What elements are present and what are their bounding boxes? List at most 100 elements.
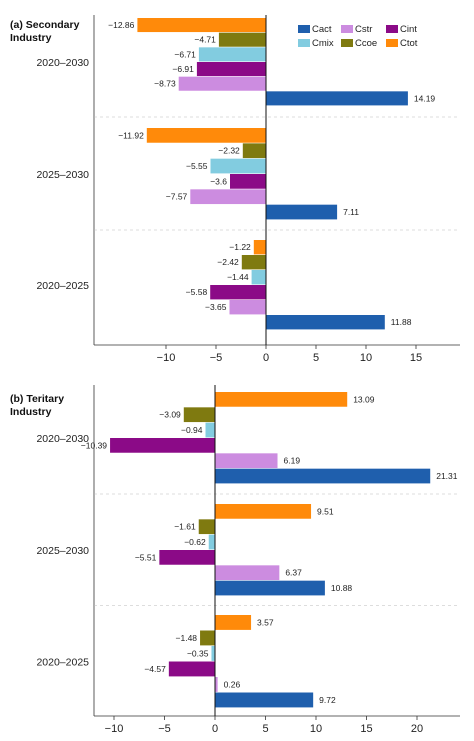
panel-b-bar-cint <box>110 438 215 453</box>
panel-a-bar-ctot <box>253 240 266 255</box>
panel-b-bar-cint <box>159 550 215 565</box>
panel-b-data-label: 10.88 <box>331 583 353 593</box>
panel-b-bar-cmix <box>211 646 215 661</box>
panel-a-data-label: 14.19 <box>414 93 436 103</box>
panel-a-title: (a) Secondary <box>10 19 80 31</box>
panel-a-bar-ctot <box>137 18 266 33</box>
legend-label-cstr: Cstr <box>355 24 372 35</box>
panel-a-bar-cact <box>266 91 408 106</box>
panel-b-data-label: 6.37 <box>285 568 302 578</box>
panel-a-bar-cstr <box>190 189 266 205</box>
panel-a-x-tick-label: 15 <box>410 352 422 364</box>
panel-a-bar-ccoe <box>218 32 266 47</box>
panel-a-category-label: 2020–2030 <box>36 57 89 69</box>
panel-b-bar-ctot <box>215 615 252 630</box>
panel-a-category-label: 2025–2030 <box>36 169 89 181</box>
panel-a-x-tick-label: 10 <box>360 352 372 364</box>
panel-a-data-label: −2.32 <box>218 146 240 156</box>
panel-b-title: Industry <box>10 406 52 418</box>
legend-label-cact: Cact <box>312 24 332 35</box>
panel-a-data-label: −4.71 <box>194 35 216 45</box>
panel-a-bar-ccoe <box>242 143 266 159</box>
panel-a-data-label: 11.88 <box>391 317 412 327</box>
panel-b-data-label: −0.35 <box>187 648 209 658</box>
panel-a-data-label: −7.57 <box>166 192 188 202</box>
panel-b-data-label: −0.62 <box>184 537 206 547</box>
panel-b-data-label: 6.19 <box>284 456 301 466</box>
panel-a-bar-cact <box>266 204 338 220</box>
panel-a-data-label: −1.22 <box>229 242 251 252</box>
panel-b-x-tick-label: −10 <box>105 723 124 735</box>
panel-b-data-label: −1.48 <box>176 633 198 643</box>
panel-b-x-tick-label: 5 <box>262 723 268 735</box>
panel-a-data-label: −8.73 <box>154 79 176 89</box>
panel-b-bar-ctot <box>215 392 348 407</box>
legend-swatch-cmix <box>298 39 310 47</box>
panel-b-data-label: −0.94 <box>181 425 203 435</box>
panel-b-data-label: 9.72 <box>319 695 336 705</box>
panel-b-data-label: 13.09 <box>353 394 375 404</box>
panel-b-bar-cstr <box>215 453 278 469</box>
panel-b-data-label: −5.51 <box>135 552 157 562</box>
panel-a-bar-cint <box>210 285 266 300</box>
panel-b-data-label: 21.31 <box>436 471 458 481</box>
panel-a-data-label: −3.6 <box>210 176 227 186</box>
legend-swatch-cstr <box>341 25 353 33</box>
panel-b-data-label: −4.57 <box>144 664 166 674</box>
panel-b-bar-ctot <box>215 504 312 519</box>
panel-a-data-label: −5.58 <box>186 287 208 297</box>
panel-b-data-label: −1.61 <box>174 522 196 532</box>
panel-a-data-label: 7.11 <box>343 207 359 217</box>
panel-b-bar-ccoe <box>198 519 215 535</box>
panel-a-bar-ctot <box>146 128 266 143</box>
panel-a-x-tick-label: −5 <box>210 352 223 364</box>
panel-a-bar-cact <box>266 315 385 330</box>
panel-b-bar-cact <box>215 692 314 708</box>
panel-b-x-tick-label: 10 <box>310 723 322 735</box>
panel-a-data-label: −2.42 <box>217 257 239 267</box>
panel-b-bar-cstr <box>215 677 218 692</box>
panel-a-x-tick-label: 0 <box>263 352 269 364</box>
panel-b-bar-cmix <box>205 422 215 438</box>
panel-b-bar-cact <box>215 468 431 484</box>
panel-a-data-label: −6.71 <box>174 49 196 59</box>
panel-b-bar-cmix <box>208 534 215 550</box>
panel-a-data-label: −3.65 <box>205 302 227 312</box>
panel-b-x-tick-label: 20 <box>411 723 423 735</box>
panel-a-bar-cint <box>196 62 266 77</box>
legend-label-cint: Cint <box>400 24 417 35</box>
panel-b-x-tick-label: 15 <box>360 723 372 735</box>
panel-a-data-label: −1.44 <box>227 272 249 282</box>
panel-a-bar-cstr <box>178 76 266 91</box>
panel-b-title: (b) Teritary <box>10 393 64 405</box>
panel-b-category-label: 2025–2030 <box>36 545 89 557</box>
panel-a-x-tick-label: 5 <box>313 352 319 364</box>
panel-a-category-label: 2020–2025 <box>36 280 89 292</box>
panel-a-data-label: −11.92 <box>118 130 144 140</box>
legend-label-cmix: Cmix <box>312 38 334 49</box>
legend-swatch-ccoe <box>341 39 353 47</box>
legend-label-ccoe: Ccoe <box>355 38 377 49</box>
panel-b-data-label: 0.26 <box>224 679 241 689</box>
panel-a-bar-cmix <box>251 270 266 285</box>
panel-b-bar-ccoe <box>183 407 215 423</box>
panel-a-x-tick-label: −10 <box>157 352 176 364</box>
panel-a-data-label: −6.91 <box>172 64 194 74</box>
panel-a-bar-ccoe <box>241 255 266 270</box>
panel-a-bar-cmix <box>210 158 266 174</box>
legend-swatch-ctot <box>386 39 398 47</box>
panel-b-data-label: −10.39 <box>81 440 108 450</box>
panel-b-data-label: 3.57 <box>257 617 274 627</box>
panel-b-bar-cint <box>168 661 215 677</box>
legend-swatch-cint <box>386 25 398 33</box>
panel-b-bar-ccoe <box>200 630 215 646</box>
panel-a-bar-cmix <box>198 47 266 62</box>
legend-label-ctot: Ctot <box>400 38 418 49</box>
legend-swatch-cact <box>298 25 310 33</box>
panel-b-x-tick-label: −5 <box>158 723 171 735</box>
panel-b-category-label: 2020–2025 <box>36 657 89 669</box>
panel-a-title: Industry <box>10 32 52 44</box>
panel-a-data-label: −5.55 <box>186 161 208 171</box>
panel-a-data-label: −12.86 <box>108 20 135 30</box>
